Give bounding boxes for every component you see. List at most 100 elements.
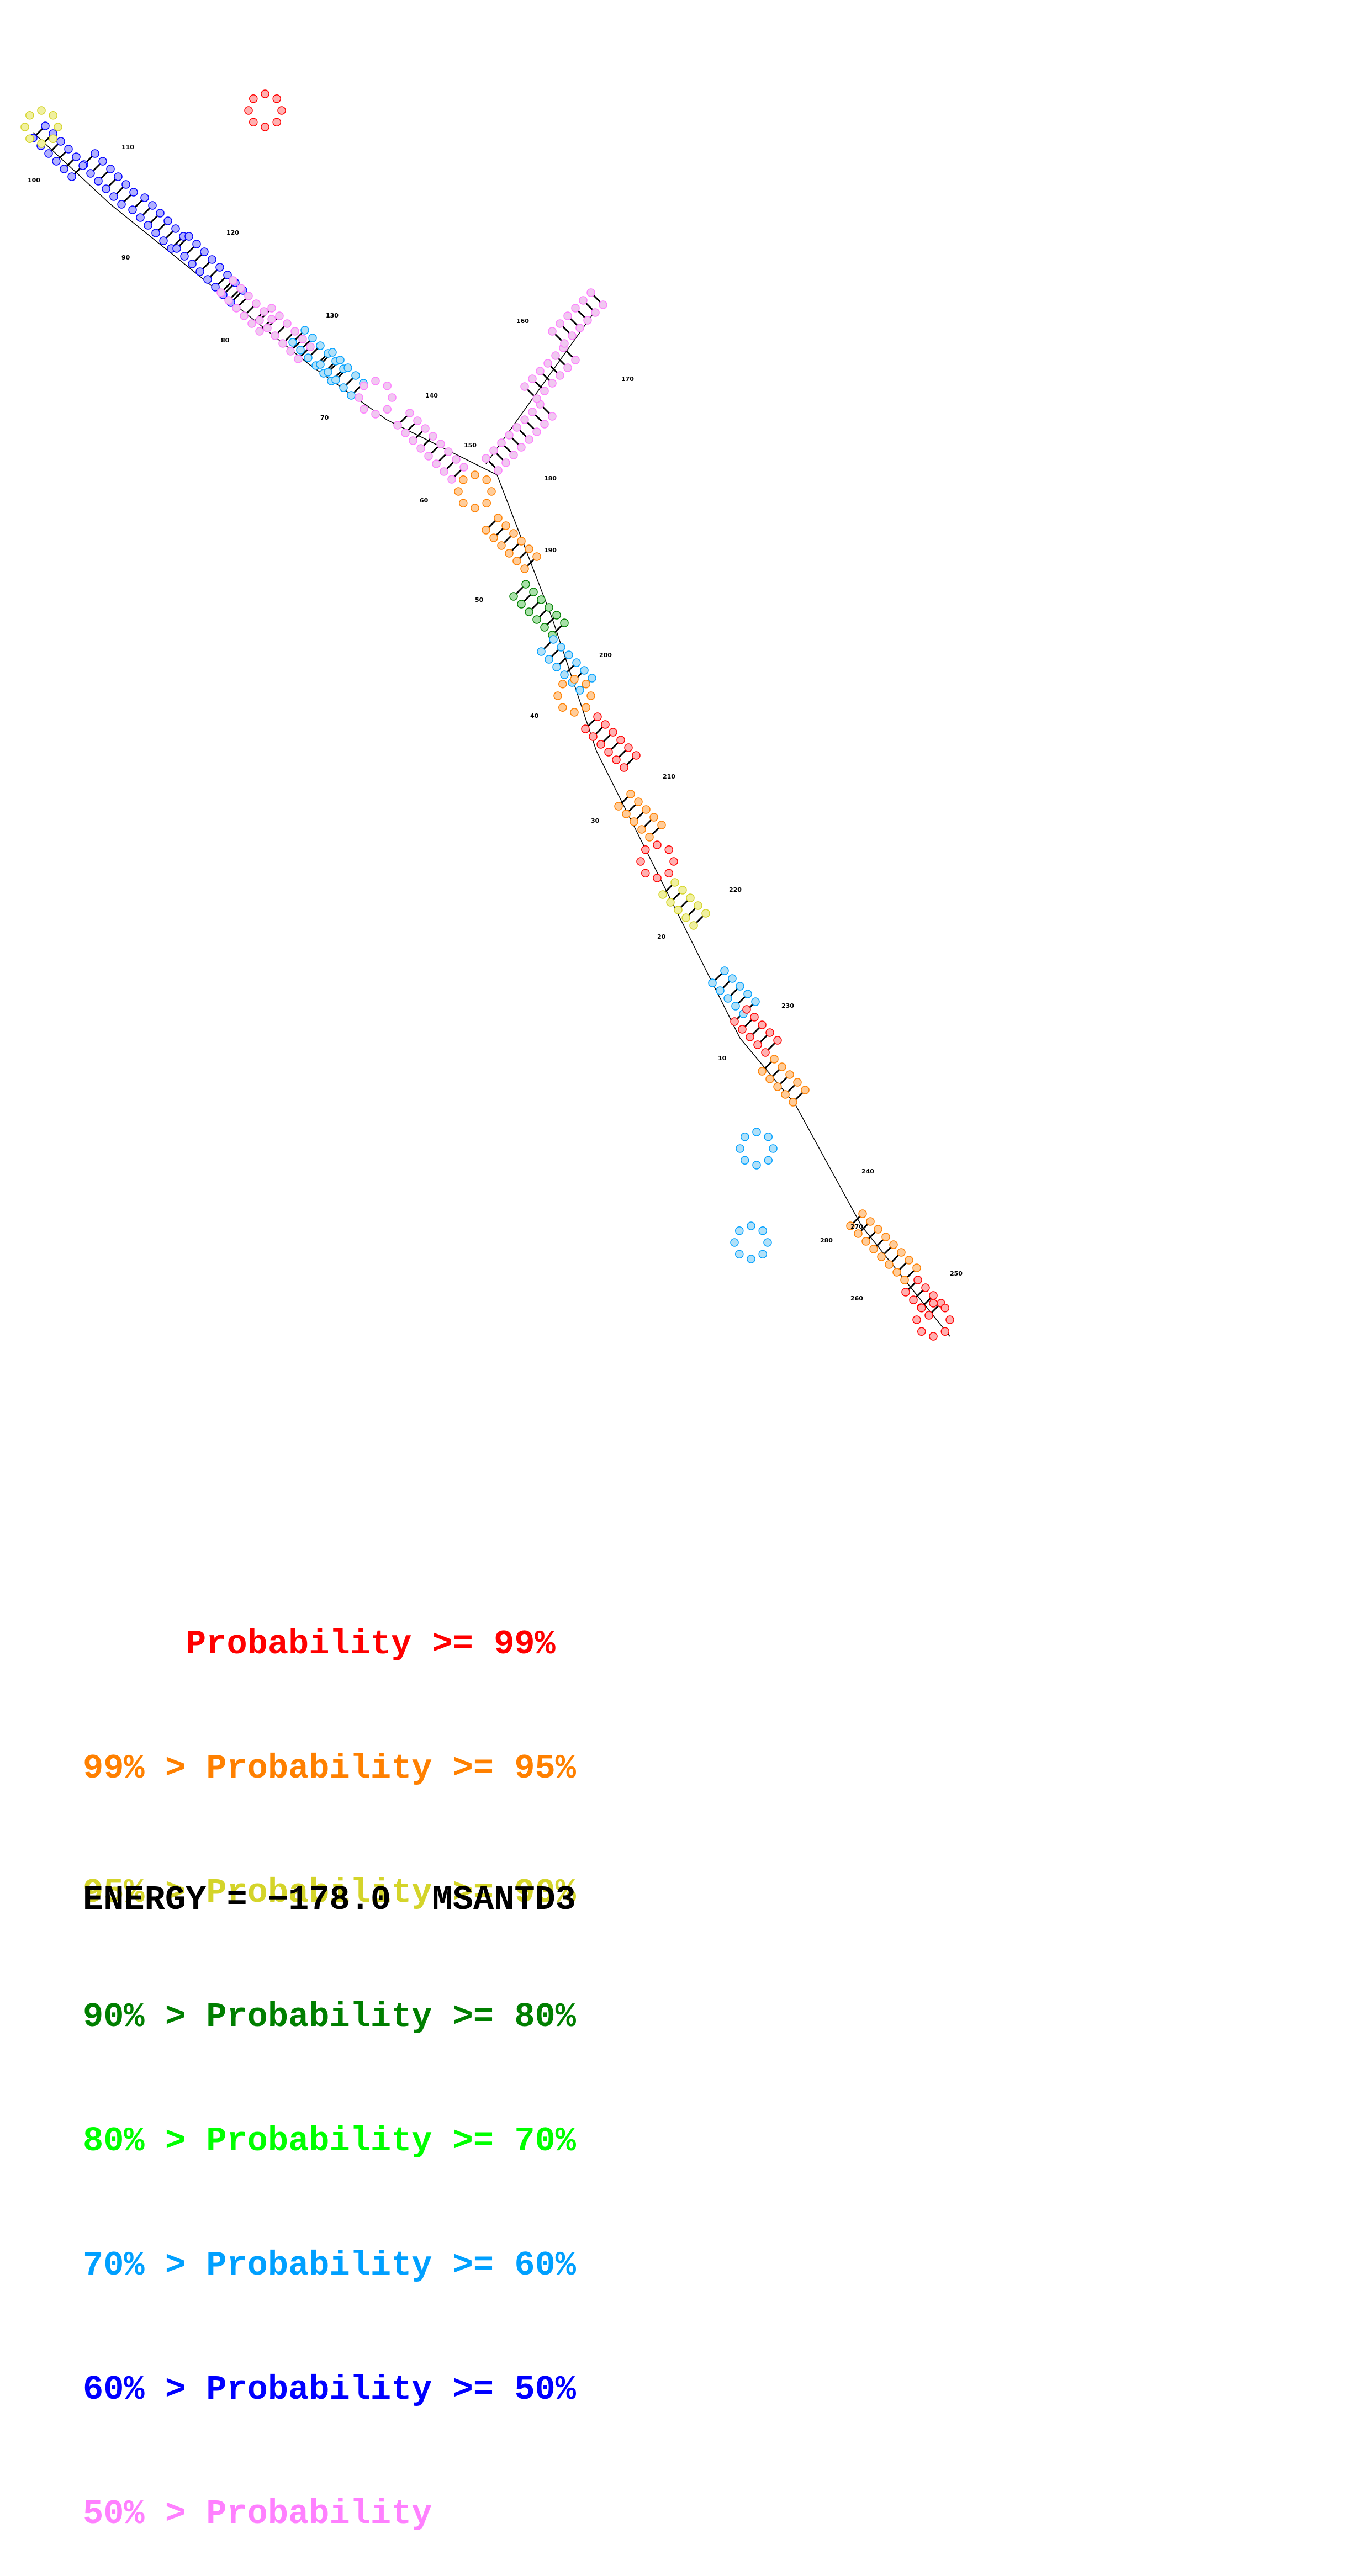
nucleotide <box>520 564 529 573</box>
nucleotide <box>136 213 145 222</box>
nucleotide <box>421 424 430 433</box>
nucleotide <box>208 255 216 264</box>
nucleotide <box>570 675 579 684</box>
nucleotide <box>575 324 584 332</box>
nucleotide <box>917 1327 926 1336</box>
nucleotide <box>192 240 201 248</box>
nucleotide <box>686 893 695 902</box>
backbone-segment <box>596 750 663 884</box>
nucleotide <box>275 311 284 320</box>
nucleotide <box>444 447 453 456</box>
nucleotide <box>501 458 510 467</box>
nucleotide <box>102 184 110 193</box>
nucleotide <box>580 666 589 675</box>
nucleotide <box>489 533 498 542</box>
nucleotide <box>67 172 76 181</box>
nucleotide <box>371 410 380 419</box>
nucleotide <box>215 263 224 272</box>
nucleotide <box>517 600 526 609</box>
nucleotide <box>424 452 433 461</box>
nucleotide <box>525 544 533 553</box>
position-tick-label: 10 <box>718 1055 727 1062</box>
nucleotide <box>758 1020 767 1029</box>
nucleotide <box>579 296 588 305</box>
nucleotide <box>260 307 268 316</box>
position-tick-label: 170 <box>621 375 634 383</box>
backbone-segment <box>110 204 310 365</box>
nucleotide <box>261 89 269 98</box>
nucleotide <box>49 134 57 143</box>
nucleotide <box>773 1036 782 1045</box>
nucleotide <box>604 748 613 757</box>
nucleotide <box>730 1017 739 1026</box>
nucleotide <box>171 224 180 233</box>
nucleotide <box>532 427 541 436</box>
nucleotide <box>912 1263 921 1272</box>
nucleotide <box>889 1240 898 1249</box>
nucleotide <box>72 152 81 161</box>
position-ticks: 10 20 30 40 50 60 70 80 90 100 110 120 130 140 150 160 1… <box>28 144 963 1302</box>
nucleotide <box>331 375 340 384</box>
nucleotide <box>277 106 286 115</box>
nucleotide <box>505 431 514 440</box>
nucleotide <box>736 982 744 991</box>
nucleotide <box>664 845 673 854</box>
nucleotide <box>543 359 552 368</box>
nucleotide <box>151 229 160 237</box>
legend-prefix: 99% > <box>83 1749 207 1788</box>
nucleotide <box>751 997 760 1006</box>
nucleotide <box>432 459 441 468</box>
nucleotide <box>548 379 557 388</box>
nucleotide <box>901 1288 910 1297</box>
nucleotide <box>596 740 605 749</box>
nucleotide <box>44 149 53 158</box>
position-tick-label: 40 <box>530 712 539 720</box>
nucleotide <box>393 421 402 430</box>
nucleotide <box>339 383 348 392</box>
nucleotide <box>701 909 710 918</box>
nucleotide <box>551 351 560 360</box>
backbone-segment <box>33 132 111 205</box>
nucleotide <box>180 252 189 261</box>
nucleotide <box>735 1250 744 1258</box>
position-tick-label: 180 <box>544 475 557 482</box>
legend-row-50: 60% > Probability >= 50% <box>83 2369 635 2410</box>
nucleotide <box>854 1229 863 1238</box>
nucleotide <box>308 334 317 342</box>
nucleotide <box>494 466 503 475</box>
nucleotide <box>482 526 490 535</box>
nucleotide <box>278 339 287 348</box>
nucleotide <box>49 111 57 120</box>
nucleotide <box>750 1013 759 1022</box>
position-tick-label: 120 <box>226 229 239 236</box>
nucleotide <box>52 157 61 166</box>
nucleotide <box>20 123 29 131</box>
nucleotide <box>752 1128 761 1136</box>
nucleotide <box>614 802 623 811</box>
nucleotide <box>921 1283 930 1292</box>
nucleotide <box>929 1332 938 1341</box>
nucleotide <box>689 921 698 930</box>
backbone-segment <box>496 474 553 619</box>
nucleotide <box>517 537 526 546</box>
nucleotide <box>440 467 448 476</box>
nucleotide <box>401 429 410 437</box>
nucleotide <box>913 1276 922 1284</box>
molecule-name: MSANTD3 <box>432 1880 576 1919</box>
nucleotide <box>905 1256 913 1265</box>
nucleotide <box>549 635 558 644</box>
position-tick-label: 60 <box>420 497 429 504</box>
nucleotide <box>296 346 305 355</box>
position-tick-label: 160 <box>516 318 529 325</box>
position-tick-label: 190 <box>544 547 557 554</box>
nucleotide <box>892 1268 901 1277</box>
nucleotide <box>249 118 258 126</box>
nucleotide <box>459 463 468 472</box>
nucleotide <box>271 331 279 340</box>
legend-prefix: 90% > <box>83 1997 207 2037</box>
nucleotide <box>383 382 392 390</box>
nucleotide <box>634 797 643 806</box>
nucleotide <box>25 134 34 143</box>
nucleotide <box>789 1098 797 1107</box>
nucleotide <box>658 890 667 899</box>
